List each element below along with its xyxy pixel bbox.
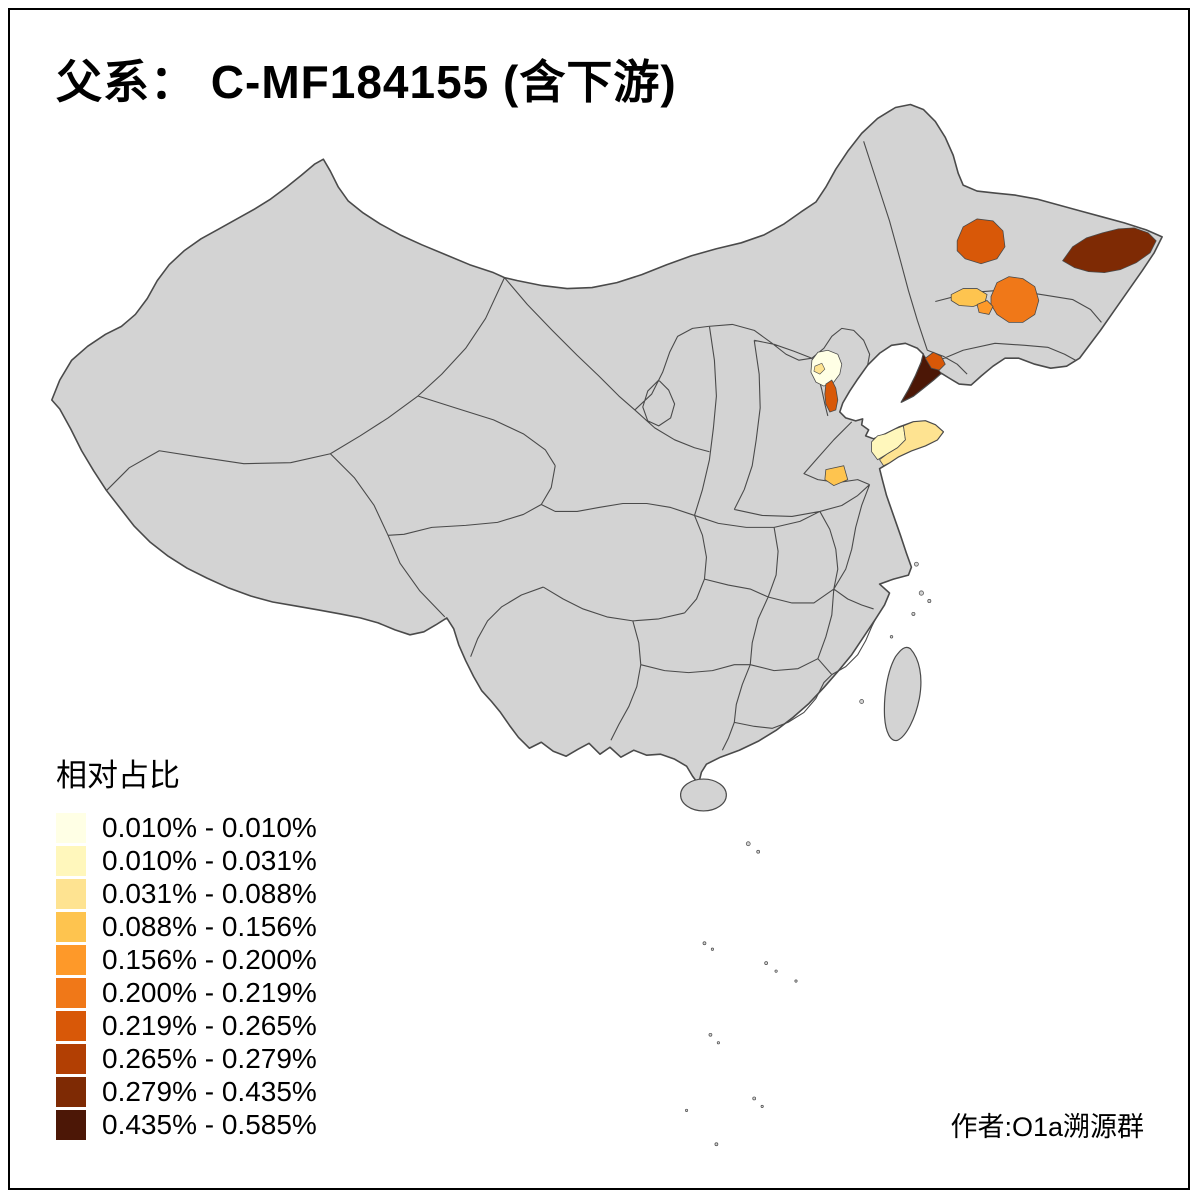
- legend-item: 0.265% - 0.279%: [56, 1042, 317, 1075]
- legend-label: 0.088% - 0.156%: [102, 911, 317, 942]
- legend-label: 0.156% - 0.200%: [102, 944, 317, 975]
- legend-label: 0.200% - 0.219%: [102, 977, 317, 1008]
- figure-frame: 父系： C-MF184155 (含下游): [8, 8, 1190, 1190]
- region-tianjin-highlight: [824, 379, 839, 413]
- legend-item: 0.200% - 0.219%: [56, 976, 317, 1009]
- south-china-sea-islets: [685, 841, 798, 1147]
- region-jilin-small-highlight: [976, 300, 994, 315]
- legend-swatch: [56, 977, 86, 1008]
- figure-title: 父系： C-MF184155 (含下游): [56, 56, 677, 108]
- region-jilin-central-highlight: [990, 276, 1040, 323]
- taiwan-island: [883, 646, 922, 742]
- credit-text: 作者:O1a溯源群: [950, 1112, 1144, 1142]
- legend-swatch: [56, 812, 86, 843]
- legend-item: 0.219% - 0.265%: [56, 1009, 317, 1042]
- legend-label: 0.435% - 0.585%: [102, 1109, 317, 1140]
- legend-item: 0.010% - 0.031%: [56, 844, 317, 877]
- region-beijing-spot-highlight: [813, 362, 826, 375]
- legend-title: 相对占比: [56, 758, 180, 793]
- hainan-island: [679, 778, 727, 812]
- legend-item: 0.435% - 0.585%: [56, 1108, 317, 1141]
- china-choropleth-map: [50, 103, 1163, 1147]
- legend-swatch: [56, 878, 86, 909]
- legend-swatch: [56, 1109, 86, 1140]
- legend-label: 0.279% - 0.435%: [102, 1076, 317, 1107]
- region-liaodong-north-tip-highlight: [924, 351, 946, 371]
- region-shandong-central-highlight: [824, 465, 849, 487]
- province-borders: [106, 141, 1102, 751]
- legend-swatch: [56, 845, 86, 876]
- legend-label: 0.010% - 0.010%: [102, 812, 317, 843]
- legend-label: 0.265% - 0.279%: [102, 1043, 317, 1074]
- legend-item: 0.088% - 0.156%: [56, 910, 317, 943]
- legend-label: 0.219% - 0.265%: [102, 1010, 317, 1041]
- legend-item: 0.010% - 0.010%: [56, 811, 317, 844]
- legend-swatch: [56, 911, 86, 942]
- legend-swatch: [56, 1076, 86, 1107]
- legend: 相对占比 0.010% - 0.010% 0.010% - 0.031% 0.031…: [56, 750, 317, 1141]
- region-heilongjiang-far-east-highlight: [1062, 227, 1157, 274]
- legend-item: 0.279% - 0.435%: [56, 1075, 317, 1108]
- china-mainland: [50, 103, 1163, 785]
- coastal-islets: [859, 561, 932, 704]
- legend-swatch: [56, 944, 86, 975]
- region-beijing-highlight: [810, 349, 843, 387]
- region-shandong-peninsula-east-highlight: [879, 420, 944, 467]
- legend-label: 0.010% - 0.031%: [102, 845, 317, 876]
- legend-item: 0.031% - 0.088%: [56, 877, 317, 910]
- legend-rows: 0.010% - 0.010% 0.010% - 0.031% 0.031% - 0…: [56, 811, 317, 1141]
- legend-swatch: [56, 1010, 86, 1041]
- region-heilongjiang-west-highlight: [956, 218, 1006, 265]
- legend-label: 0.031% - 0.088%: [102, 878, 317, 909]
- legend-swatch: [56, 1043, 86, 1074]
- legend-item: 0.156% - 0.200%: [56, 943, 317, 976]
